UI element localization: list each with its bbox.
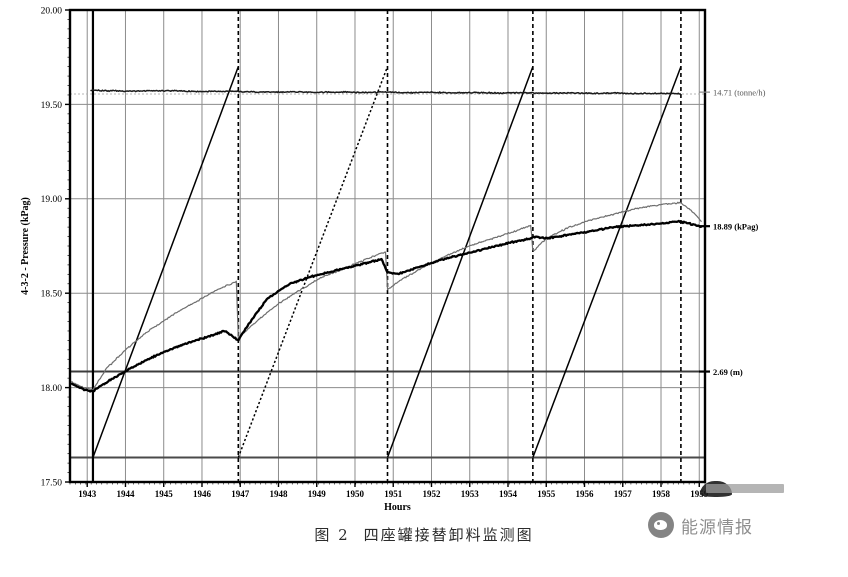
flow-rate-annotation: 14.71 (tonne/h) <box>713 87 766 97</box>
tank-discharge-ramp-3 <box>386 66 534 458</box>
xtick-label-1945: 1945 <box>155 489 174 499</box>
watermark-text: 能源情报 <box>681 517 753 538</box>
figure-caption-text: 四座罐接替卸料监测图 <box>363 526 534 544</box>
xtick-label-1957: 1957 <box>614 489 633 499</box>
xtick-label-1959: 1959 <box>690 489 709 499</box>
pressure-annotation: 18.89 (kPag) <box>713 221 759 231</box>
pressure-trace-bold <box>70 219 703 393</box>
xtick-label-1948: 1948 <box>269 489 288 499</box>
xtick-label-1953: 1953 <box>461 489 480 499</box>
ytick-label-19.00: 19.00 <box>41 195 63 205</box>
bird-circle-logo-icon <box>648 512 674 538</box>
ytick-label-17.50: 17.50 <box>41 478 63 488</box>
pressure-monitoring-chart: 17.50 18.00 18.50 19.00 19.50 20.00 1943 1944 19… <box>20 6 766 510</box>
ytick-label-18.50: 18.50 <box>41 290 63 300</box>
xtick-label-1949: 1949 <box>308 489 327 499</box>
xtick-label-1951: 1951 <box>384 489 403 499</box>
figure-caption: 图 2 四座罐接替卸料监测图 <box>0 524 848 545</box>
xtick-label-1954: 1954 <box>499 489 518 499</box>
tank-discharge-ramp-2 <box>237 66 389 458</box>
y-axis-title: 4-3-2 - Pressure (kPag) <box>20 197 31 295</box>
xtick-label-1952: 1952 <box>422 489 441 499</box>
xtick-label-1958: 1958 <box>652 489 671 499</box>
ytick-label-20.00: 20.00 <box>41 6 63 16</box>
flow-rate-trace <box>90 88 681 95</box>
figure-caption-number: 图 2 <box>314 526 350 544</box>
x-axis-title: Hours <box>384 502 411 510</box>
level-annotation: 2.69 (m) <box>713 367 743 377</box>
watermark: 能源情报 <box>648 512 753 538</box>
xtick-label-1956: 1956 <box>576 489 595 499</box>
xtick-label-1947: 1947 <box>231 489 250 499</box>
xtick-label-1950: 1950 <box>346 489 365 499</box>
xtick-label-1944: 1944 <box>116 489 135 499</box>
watermark-bar <box>706 484 784 493</box>
xtick-label-1946: 1946 <box>193 489 212 499</box>
xtick-label-1943: 1943 <box>78 489 97 499</box>
xtick-label-1955: 1955 <box>537 489 556 499</box>
tank-discharge-ramp-1 <box>92 66 240 458</box>
ytick-label-18.00: 18.00 <box>41 384 63 394</box>
tank-discharge-ramp-4 <box>532 66 682 458</box>
ytick-label-19.50: 19.50 <box>41 101 63 111</box>
